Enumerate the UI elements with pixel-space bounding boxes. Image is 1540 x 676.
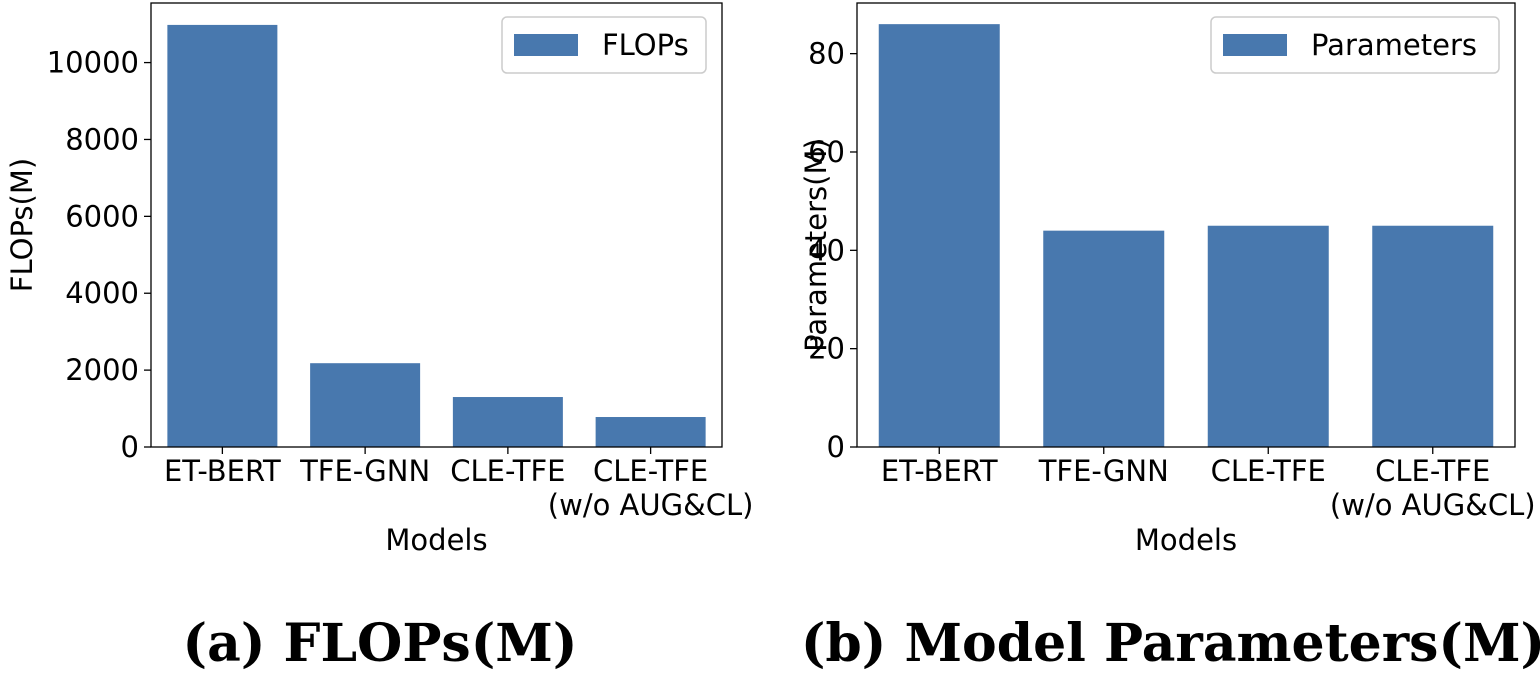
y-tick-label: 20	[808, 332, 845, 366]
chart-caption: (a) FLOPs(M)	[183, 613, 578, 674]
x-tick-label: (w/o AUG&CL)	[548, 488, 754, 522]
y-tick-label: 10000	[47, 46, 139, 80]
legend: FLOPs	[501, 16, 707, 74]
x-axis-title: Models	[385, 523, 487, 557]
bars-group	[167, 24, 706, 448]
y-tick-label: 4000	[65, 276, 139, 310]
bar	[595, 417, 706, 447]
x-ticks: ET-BERT TFE-GNN CLE-TFE CLE-TFE(w/o AUG&CL)	[881, 447, 1536, 522]
y-tick-label: 0	[827, 430, 845, 464]
y-axis-title: FLOPs(M)	[5, 158, 39, 292]
y-tick-label: 80	[808, 37, 845, 71]
bar	[1043, 230, 1165, 447]
chart-caption: (b) Model Parameters(M)	[801, 613, 1540, 674]
x-tick-label: ET-BERT	[881, 454, 998, 488]
bar	[1372, 225, 1494, 447]
bars-group	[878, 24, 1494, 448]
y-ticks: 0 20 40 60 80	[808, 37, 857, 464]
legend-label: Parameters	[1311, 28, 1477, 62]
bar	[452, 397, 563, 447]
x-tick-label: CLE-TFE	[593, 454, 708, 488]
y-tick-label: 6000	[65, 199, 139, 233]
x-tick-label: CLE-TFE	[450, 454, 565, 488]
bar	[878, 24, 1000, 448]
x-ticks: ET-BERT TFE-GNN CLE-TFE CLE-TFE(w/o AUG&CL)	[164, 447, 753, 522]
y-tick-label: 0	[121, 430, 139, 464]
plot-frame	[856, 2, 1516, 448]
x-axis-title: Models	[1135, 523, 1237, 557]
y-tick-label: 8000	[65, 122, 139, 156]
y-tick-label: 60	[808, 135, 845, 169]
x-tick-label: TFE-GNN	[1038, 454, 1169, 488]
legend: Parameters	[1210, 16, 1500, 74]
y-tick-label: 2000	[65, 353, 139, 387]
plot-frame	[150, 2, 723, 448]
x-tick-label: (w/o AUG&CL)	[1330, 488, 1536, 522]
y-ticks: 0 2000 4000 6000 8000 10000	[47, 46, 151, 464]
flops-chart: 0 2000 4000 6000 8000 10000 ET-BERT TFE-GNN CLE-…	[5, 2, 753, 674]
x-tick-label: TFE-GNN	[299, 454, 430, 488]
bar	[167, 24, 278, 448]
legend-box	[1210, 16, 1500, 74]
x-tick-label: CLE-TFE	[1211, 454, 1326, 488]
x-tick-label: CLE-TFE	[1375, 454, 1490, 488]
x-tick-label: ET-BERT	[164, 454, 281, 488]
legend-swatch	[514, 34, 578, 56]
bar	[310, 363, 421, 447]
legend-swatch	[1223, 34, 1287, 56]
legend-box	[501, 16, 707, 74]
legend-label: FLOPs	[602, 28, 689, 62]
parameters-chart: 0 20 40 60 80 ET-BERT TFE-GNN CLE-TFE CLE-TFE(w/…	[799, 2, 1540, 674]
bar	[1207, 225, 1329, 447]
y-tick-label: 40	[808, 233, 845, 267]
y-axis-title: Parameters(M)	[799, 138, 833, 352]
